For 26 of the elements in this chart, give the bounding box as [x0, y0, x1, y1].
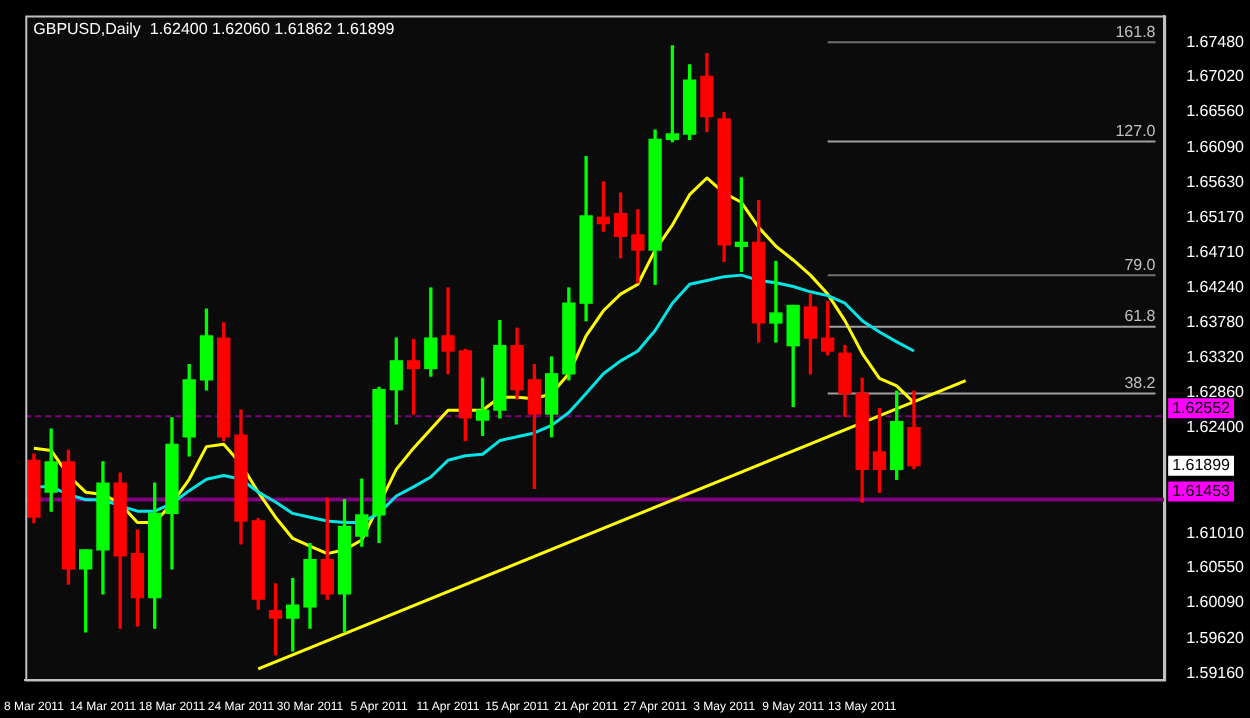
annotation: 1.61899 [1172, 456, 1232, 475]
series-label: 161.8 [1115, 22, 1157, 41]
y-tick-label: 1.60550 [1186, 558, 1246, 577]
y-tick-label: 1.65170 [1186, 207, 1246, 226]
y-tick-label: 1.65630 [1186, 172, 1246, 191]
ref-line-label: 1.62552 [1172, 398, 1232, 417]
y-tick-label: 1.63780 [1186, 313, 1246, 332]
y-tick-label: 1.61010 [1186, 523, 1246, 542]
y-tick-label: 1.60090 [1186, 593, 1246, 612]
y-tick-label: 1.66090 [1186, 138, 1246, 157]
ref-line-label: 1.61453 [1172, 481, 1232, 500]
y-tick-label: 1.59620 [1186, 629, 1246, 648]
y-tick-label: 1.67480 [1186, 32, 1246, 51]
series-label: 127.0 [1115, 121, 1157, 140]
y-tick-label: 1.62860 [1186, 383, 1246, 402]
y-tick-label: 1.63320 [1186, 348, 1246, 367]
y-tick-label: 1.67020 [1186, 67, 1246, 86]
y-tick-label: 1.62400 [1186, 418, 1246, 437]
y-tick-label: 1.66560 [1186, 102, 1246, 121]
y-tick-label: 1.59160 [1186, 663, 1246, 682]
chart-title: GBPUSD,Daily 1.62400 1.62060 1.61862 1.61899 [33, 20, 396, 39]
series-label: 61.8 [1124, 307, 1157, 326]
series-label: 38.2 [1124, 373, 1157, 392]
y-tick-label: 1.64240 [1186, 278, 1246, 297]
y-tick-label: 1.64710 [1186, 242, 1246, 261]
series-label: 79.0 [1124, 255, 1157, 274]
